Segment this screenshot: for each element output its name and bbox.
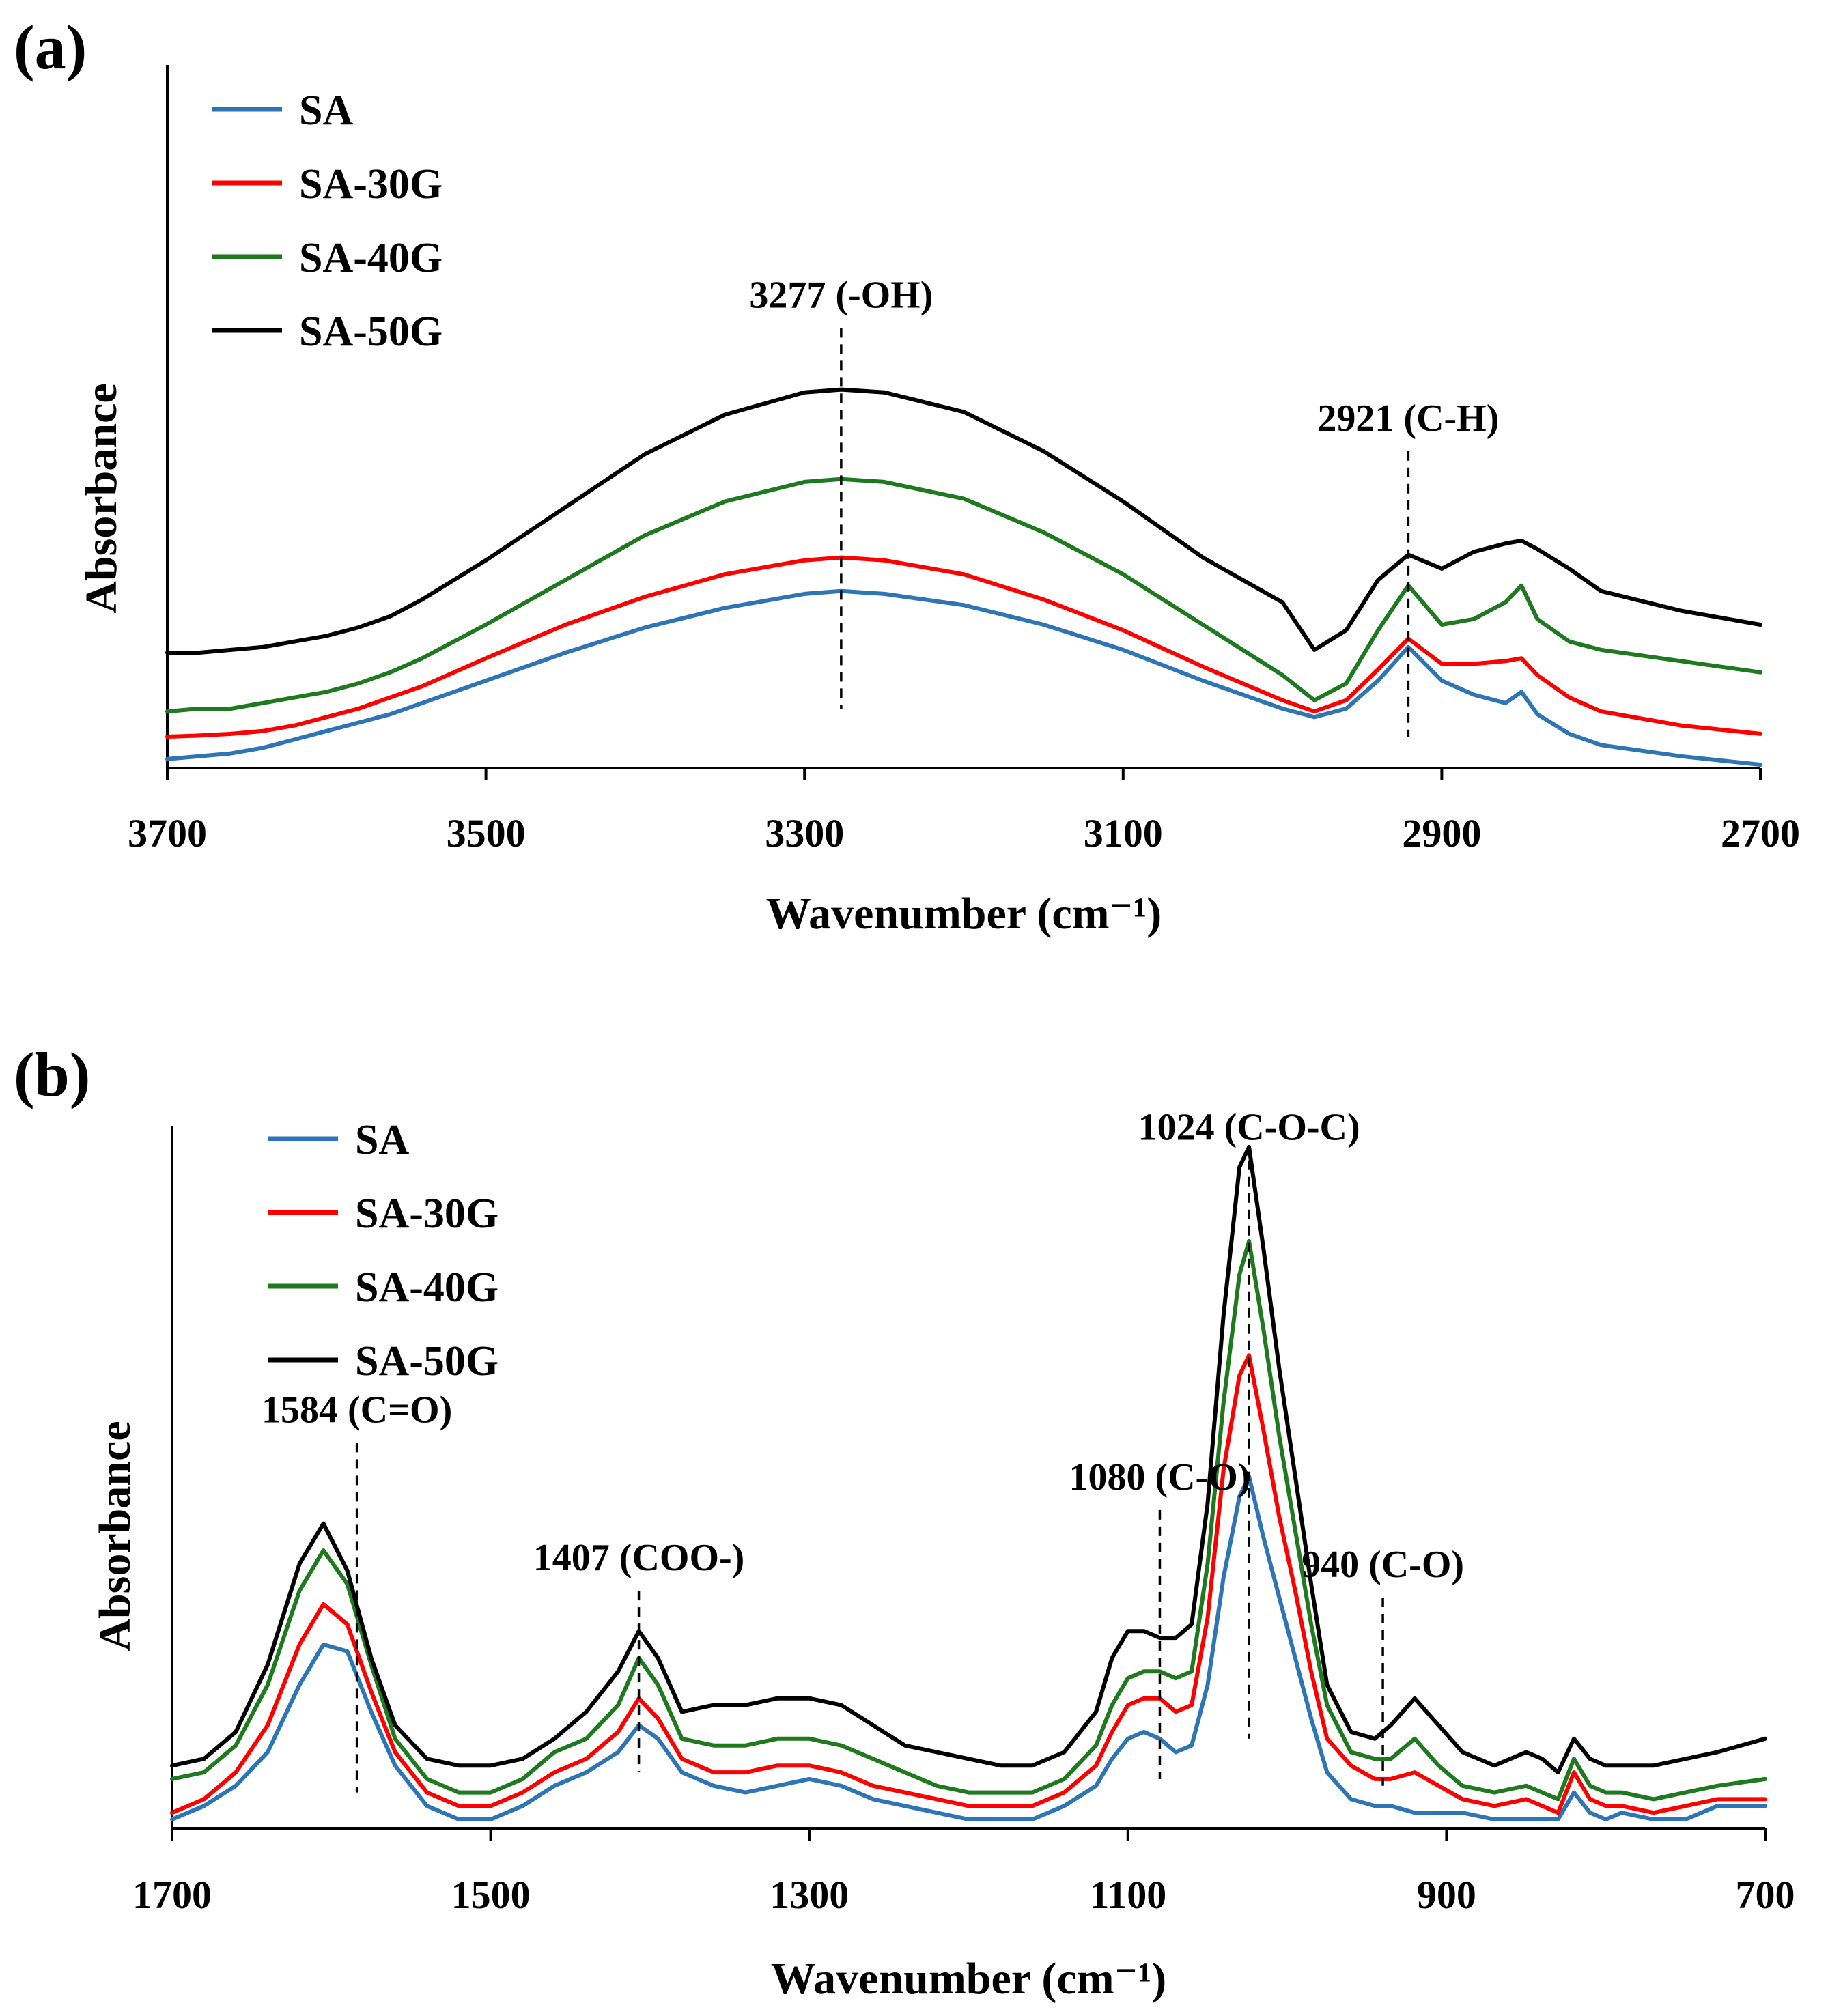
panel-a-legend-label: SA bbox=[299, 87, 353, 134]
panel-b-annotation-label: 940 (C-O) bbox=[1302, 1544, 1464, 1586]
panel-a-legend-label: SA-40G bbox=[299, 235, 442, 281]
panel-a-legend-label: SA-50G bbox=[299, 309, 442, 355]
panel-a-series-sa-50g bbox=[165, 387, 1762, 655]
panel-b-y-axis-title: Absorbance bbox=[90, 1421, 140, 1651]
panel-b-annotation-label: 1080 (C-O) bbox=[1069, 1456, 1250, 1499]
panel-a-series-sa-30g bbox=[165, 555, 1762, 739]
panel-b-legend-label: SA bbox=[355, 1117, 409, 1163]
panel-a-annotation-label: 2921 (C-H) bbox=[1317, 397, 1499, 440]
panel-b-annotation-label: 1407 (COO-) bbox=[533, 1537, 745, 1579]
panel-a-x-tick-label: 3100 bbox=[1084, 811, 1163, 855]
panel-b-series-sa bbox=[170, 1474, 1767, 1821]
panel-b-series-sa-40g bbox=[170, 1238, 1767, 1802]
panel-b-legend-label: SA-40G bbox=[355, 1264, 498, 1311]
panel-a-x-axis-title: Wavenumber (cm⁻¹) bbox=[766, 889, 1162, 939]
panel-b-x-tick-label: 700 bbox=[1736, 1873, 1795, 1917]
panel-b-x-axis-title: Wavenumber (cm⁻¹) bbox=[771, 1954, 1167, 2004]
panel-a-annotation-label: 3277 (-OH) bbox=[749, 274, 933, 316]
panel-b-x-tick-label: 1300 bbox=[770, 1873, 849, 1917]
panel-b-x-tick-label: 1100 bbox=[1089, 1873, 1166, 1917]
panel-a-series-sa-40g bbox=[165, 477, 1762, 714]
panel-b-x-tick-label: 900 bbox=[1417, 1873, 1476, 1917]
panel-b-x-tick-label: 1700 bbox=[132, 1873, 212, 1917]
panel-b-annotation-label: 1024 (C-O-C) bbox=[1138, 1107, 1360, 1149]
panel-b-series-sa-50g bbox=[170, 1145, 1767, 1775]
panel-a-x-tick-label: 3500 bbox=[447, 811, 526, 855]
panel-a-x-tick-label: 2900 bbox=[1402, 811, 1481, 855]
panel-a-y-axis-title: Absorbance bbox=[76, 383, 126, 613]
panel-a: (a) 3700 3500 3300 3100 2900 2700 Wavenumber (c… bbox=[14, 12, 1800, 939]
panel-b-legend-label: SA-30G bbox=[355, 1191, 498, 1237]
panel-a-legend-label: SA-30G bbox=[299, 161, 442, 208]
panel-b-annotation-label: 1584 (C=O) bbox=[262, 1389, 452, 1431]
panel-b-series-sa-30g bbox=[170, 1353, 1767, 1815]
panel-a-series-sa bbox=[165, 588, 1762, 767]
panel-b-x-tick-label: 1500 bbox=[451, 1873, 531, 1917]
panel-b-legend-label: SA-50G bbox=[355, 1338, 498, 1385]
panel-a-x-tick-label: 2700 bbox=[1721, 811, 1800, 855]
panel-b: (b) 1700 1500 1300 1100 900 700 Wavenumber (cm⁻… bbox=[14, 1040, 1795, 2004]
panel-b-label: (b) bbox=[14, 1040, 90, 1109]
panel-a-label: (a) bbox=[14, 12, 87, 82]
panel-a-x-tick-label: 3300 bbox=[765, 811, 844, 855]
panel-a-x-tick-label: 3700 bbox=[128, 811, 207, 855]
